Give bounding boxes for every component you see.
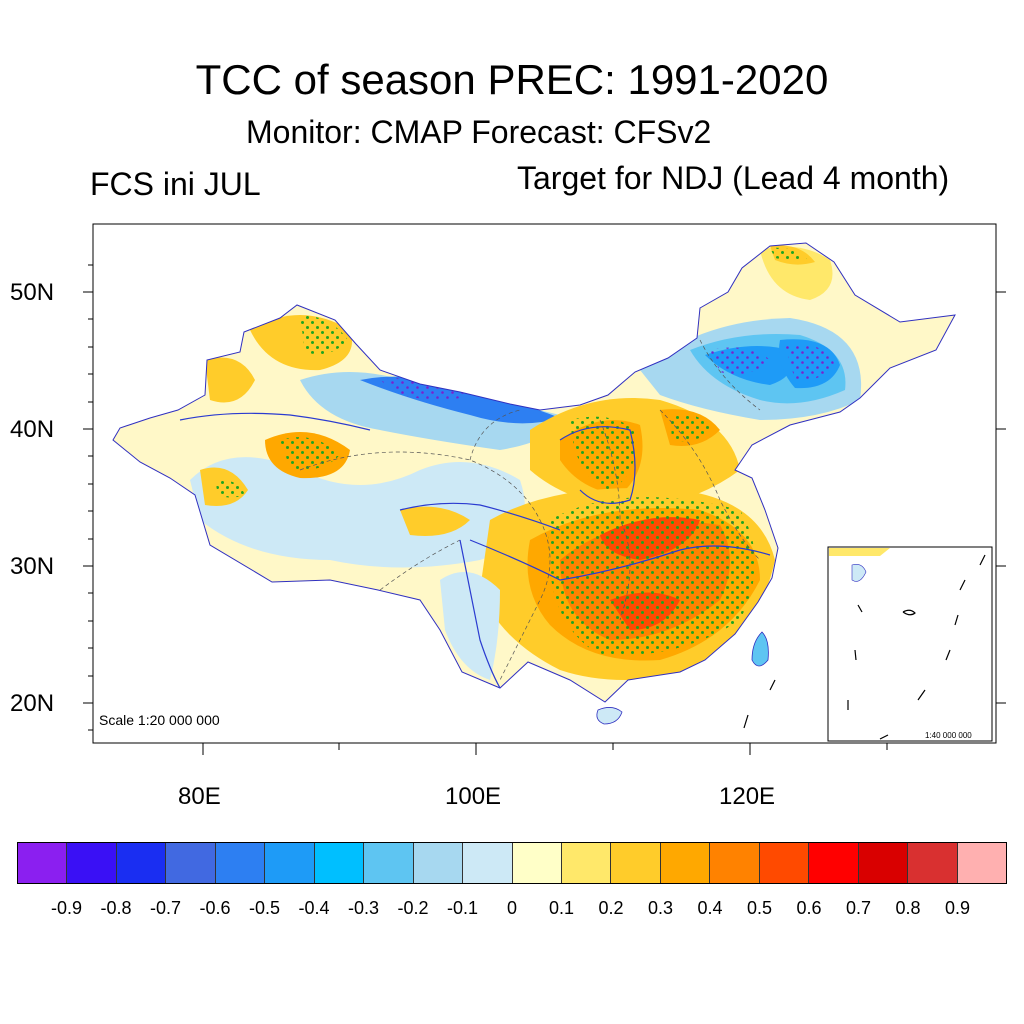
colorbar-segment bbox=[215, 843, 266, 883]
colorbar-label: -0.9 bbox=[50, 898, 83, 918]
colorbar-segment bbox=[561, 843, 612, 883]
inset-scale-label: 1:40 000 000 bbox=[925, 731, 972, 740]
map-scale-label: Scale 1:20 000 000 bbox=[99, 712, 220, 728]
lat-label-40n: 40N bbox=[10, 416, 55, 443]
province-borders bbox=[299, 339, 761, 681]
target-season-label: Target for NDJ (Lead 4 month) bbox=[517, 160, 950, 196]
taiwan-island bbox=[751, 631, 769, 667]
forecast-init-label: FCS ini JUL bbox=[90, 166, 261, 202]
colorbar-label: -0.7 bbox=[149, 898, 182, 918]
hainan-island bbox=[596, 707, 623, 725]
map-subtitle: Monitor: CMAP Forecast: CFSv2 bbox=[246, 114, 712, 150]
colorbar-label: -0.5 bbox=[248, 898, 281, 918]
map-title: TCC of season PREC: 1991-2020 bbox=[195, 56, 829, 103]
colorbar bbox=[17, 842, 1007, 884]
south-china-sea-inset bbox=[827, 546, 993, 742]
colorbar-segment bbox=[116, 843, 167, 883]
colorbar-segment bbox=[759, 843, 810, 883]
colorbar-segment bbox=[908, 843, 958, 883]
colorbar-segment bbox=[265, 843, 315, 883]
colorbar-segment bbox=[512, 843, 562, 883]
colorbar-label: 0.1 bbox=[548, 898, 575, 918]
colorbar-label: 0.5 bbox=[746, 898, 773, 918]
colorbar-label: 0.4 bbox=[697, 898, 723, 918]
colorbar-label: 0.9 bbox=[944, 898, 971, 918]
colorbar-label: -0.6 bbox=[199, 898, 231, 918]
colorbar-segment bbox=[67, 843, 117, 883]
axis-ticks bbox=[83, 264, 1006, 755]
colorbar-segment bbox=[413, 843, 464, 883]
lon-label-100e: 100E bbox=[445, 783, 502, 810]
colorbar-label: -0.2 bbox=[397, 898, 429, 918]
colorbar-label: -0.8 bbox=[100, 898, 132, 918]
colorbar-segment bbox=[166, 843, 216, 883]
colorbar-segment bbox=[858, 843, 909, 883]
colorbar-label: 0.2 bbox=[598, 898, 624, 918]
colorbar-segment bbox=[710, 843, 760, 883]
lat-label-50n: 50N bbox=[10, 279, 55, 306]
colorbar-segment bbox=[364, 843, 414, 883]
colorbar-label: 0.3 bbox=[647, 898, 674, 918]
colorbar-label: -0.1 bbox=[446, 898, 479, 918]
lat-label-20n: 20N bbox=[10, 690, 55, 717]
colorbar-segment bbox=[611, 843, 661, 883]
colorbar-label: 0.7 bbox=[845, 898, 872, 918]
colorbar-label: -0.4 bbox=[298, 898, 330, 918]
lon-label-120e: 120E bbox=[719, 783, 776, 810]
rivers bbox=[179, 412, 771, 689]
colorbar-label: 0 bbox=[506, 898, 518, 918]
colorbar-label: 0.8 bbox=[895, 898, 921, 918]
lon-label-80e: 80E bbox=[178, 783, 221, 810]
colorbar-label: 0.6 bbox=[796, 898, 822, 918]
colorbar-segment bbox=[463, 843, 513, 883]
colorbar-segment bbox=[660, 843, 711, 883]
colorbar-segment bbox=[957, 843, 1007, 883]
colorbar-segment bbox=[18, 843, 68, 883]
colorbar-segment bbox=[314, 843, 365, 883]
lat-label-30n: 30N bbox=[10, 553, 55, 580]
colorbar-label: -0.3 bbox=[347, 898, 380, 918]
colorbar-segment bbox=[809, 843, 859, 883]
